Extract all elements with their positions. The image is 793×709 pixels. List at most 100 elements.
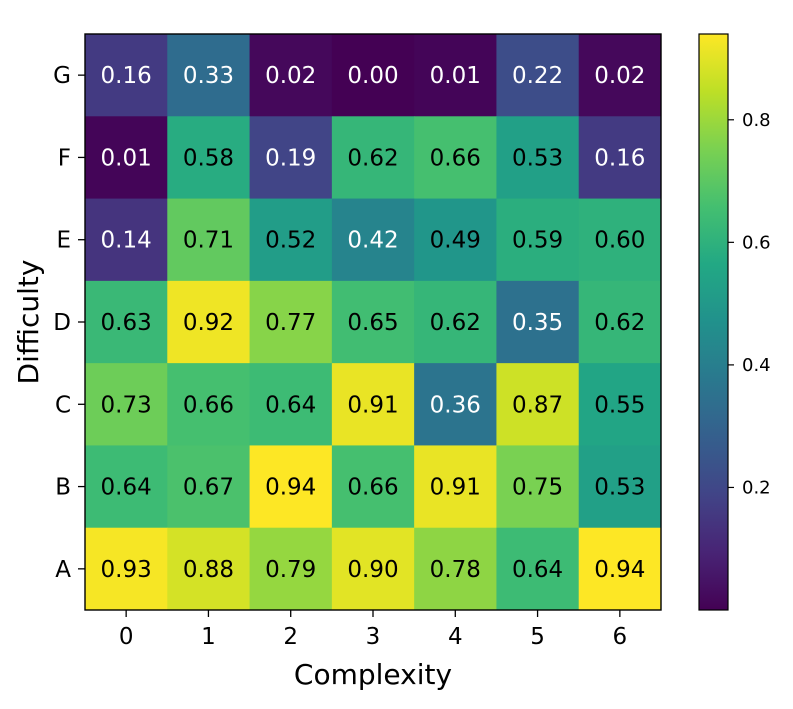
- heatmap-cell-A-0: [85, 527, 168, 611]
- heatmap-cell-A-5: [496, 527, 580, 611]
- heatmap-cell-F-1: [167, 116, 251, 200]
- heatmap-cell-G-2: [249, 34, 333, 117]
- heatmap-cell-D-4: [414, 280, 497, 364]
- heatmap-cell-A-6: [578, 527, 662, 611]
- cell-value-label: 0.62: [430, 310, 481, 336]
- heatmap-cell-G-5: [496, 34, 580, 117]
- cell-value-label: 0.67: [183, 475, 234, 501]
- heatmap-cell-E-3: [331, 198, 415, 282]
- cell-value-label: 0.63: [101, 310, 152, 336]
- colorbar-tick-label: 0.2: [742, 477, 771, 498]
- x-tick-label: 6: [613, 624, 628, 650]
- x-axis-ticks: 0 1 2 3 4 5 6: [119, 610, 627, 650]
- y-tick-label: A: [55, 557, 71, 583]
- y-axis-ticks: G F E D C B A: [53, 63, 85, 583]
- cell-value-label: 0.65: [347, 310, 398, 336]
- heatmap-cell-B-1: [167, 445, 251, 529]
- heatmap-cell-labels: 0.16 0.33 0.02 0.00 0.01 0.22 0.02 0.01 0.58 0.19…: [101, 63, 646, 583]
- heatmap-cell-D-6: [578, 280, 662, 364]
- x-tick-label: 3: [366, 624, 381, 650]
- cell-value-label: 0.53: [594, 475, 645, 501]
- cell-value-label: 0.16: [594, 145, 645, 171]
- heatmap-cell-G-1: [167, 34, 251, 117]
- heatmap-cell-D-5: [496, 280, 580, 364]
- heatmap-cell-A-2: [249, 527, 333, 611]
- y-axis-title: Difficulty: [12, 260, 45, 385]
- cell-value-label: 0.49: [430, 228, 481, 254]
- cell-value-label: 0.60: [594, 228, 645, 254]
- cell-value-label: 0.64: [512, 557, 563, 583]
- cell-value-label: 0.75: [512, 475, 563, 501]
- cell-value-label: 0.93: [101, 557, 152, 583]
- heatmap-cell-B-3: [331, 445, 415, 529]
- cell-value-label: 0.64: [101, 475, 152, 501]
- heatmap-cell-F-6: [578, 116, 662, 200]
- heatmap-cell-E-2: [249, 198, 333, 282]
- cell-value-label: 0.00: [347, 63, 398, 89]
- cell-value-label: 0.66: [183, 392, 234, 418]
- cell-value-label: 0.01: [101, 145, 152, 171]
- cell-value-label: 0.91: [430, 475, 481, 501]
- cell-value-label: 0.78: [430, 557, 481, 583]
- x-tick-label: 5: [530, 624, 545, 650]
- cell-value-label: 0.52: [265, 228, 316, 254]
- heatmap-cell-C-3: [331, 363, 415, 446]
- colorbar-tick-label: 0.8: [742, 110, 771, 131]
- cell-value-label: 0.94: [594, 557, 645, 583]
- cell-value-label: 0.87: [512, 392, 563, 418]
- x-axis-title: Complexity: [294, 658, 452, 691]
- cell-value-label: 0.90: [347, 557, 398, 583]
- heatmap-cell-G-4: [414, 34, 497, 117]
- heatmap-cell-F-3: [331, 116, 415, 200]
- colorbar-tick-label: 0.6: [742, 232, 771, 253]
- heatmap-cell-B-5: [496, 445, 580, 529]
- y-tick-label: E: [56, 228, 71, 254]
- heatmap-cell-E-6: [578, 198, 662, 282]
- heatmap-cell-A-1: [167, 527, 251, 611]
- cell-value-label: 0.79: [265, 557, 316, 583]
- cell-value-label: 0.19: [265, 145, 316, 171]
- heatmap-cell-A-4: [414, 527, 497, 611]
- heatmap-cell-C-1: [167, 363, 251, 446]
- cell-value-label: 0.91: [347, 392, 398, 418]
- heatmap-cell-F-5: [496, 116, 580, 200]
- cell-value-label: 0.33: [183, 63, 234, 89]
- cell-value-label: 0.58: [183, 145, 234, 171]
- cell-value-label: 0.77: [265, 310, 316, 336]
- heatmap-cell-G-6: [578, 34, 662, 117]
- cell-value-label: 0.16: [101, 63, 152, 89]
- heatmap-cell-D-0: [85, 280, 168, 364]
- x-tick-label: 2: [283, 624, 298, 650]
- heatmap-cell-C-6: [578, 363, 662, 446]
- heatmap-cell-B-4: [414, 445, 497, 529]
- heatmap-cell-A-3: [331, 527, 415, 611]
- heatmap-cell-D-3: [331, 280, 415, 364]
- y-tick-label: G: [53, 63, 71, 89]
- heatmap-cell-E-1: [167, 198, 251, 282]
- heatmap-cell-G-0: [85, 34, 168, 117]
- heatmap-cell-E-4: [414, 198, 497, 282]
- cell-value-label: 0.94: [265, 475, 316, 501]
- cell-value-label: 0.42: [347, 228, 398, 254]
- heatmap-cell-C-5: [496, 363, 580, 446]
- y-tick-label: C: [55, 392, 71, 418]
- cell-value-label: 0.53: [512, 145, 563, 171]
- y-tick-label: F: [58, 145, 71, 171]
- heatmap-cell-G-3: [331, 34, 415, 117]
- cell-value-label: 0.62: [347, 145, 398, 171]
- colorbar: [698, 33, 729, 611]
- cell-value-label: 0.55: [594, 392, 645, 418]
- cell-value-label: 0.62: [594, 310, 645, 336]
- cell-value-label: 0.59: [512, 228, 563, 254]
- heatmap-cell-C-0: [85, 363, 168, 446]
- heatmap-cell-D-2: [249, 280, 333, 364]
- cell-value-label: 0.66: [430, 145, 481, 171]
- cell-value-label: 0.73: [101, 392, 152, 418]
- y-tick-label: B: [55, 475, 71, 501]
- heatmap-cell-D-1: [167, 280, 251, 364]
- cell-value-label: 0.02: [594, 63, 645, 89]
- cell-value-label: 0.66: [347, 475, 398, 501]
- colorbar-ticks: 0.2 0.4 0.6 0.8: [728, 110, 771, 498]
- cell-value-label: 0.92: [183, 310, 234, 336]
